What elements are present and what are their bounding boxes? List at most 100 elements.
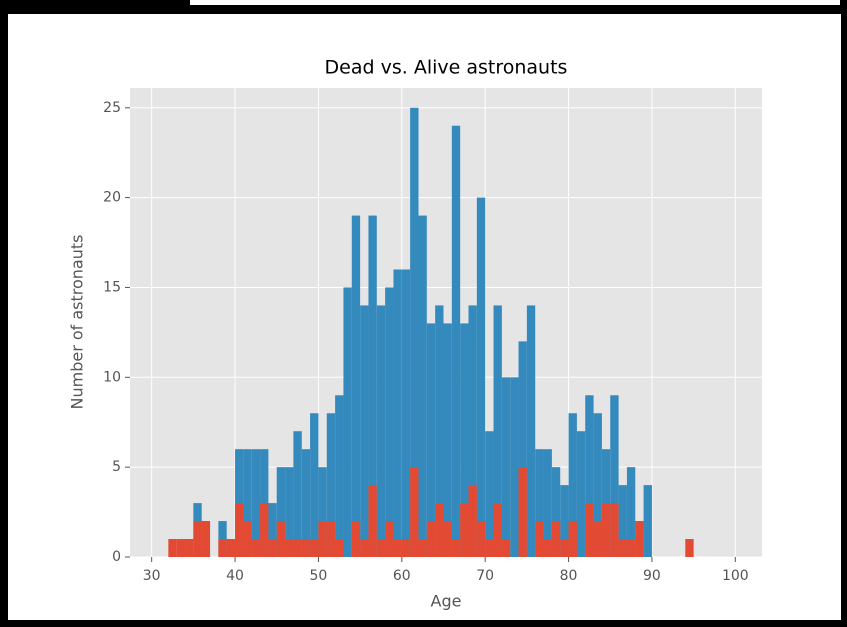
bar — [326, 413, 336, 557]
bar — [310, 413, 319, 557]
bar — [635, 521, 644, 557]
bar — [443, 521, 452, 557]
bar — [493, 305, 502, 557]
bar — [410, 467, 419, 557]
bar — [560, 485, 569, 557]
bar — [501, 377, 511, 557]
bar — [343, 287, 352, 557]
bar — [418, 215, 427, 557]
bar — [318, 521, 327, 557]
bar — [518, 467, 527, 557]
bar — [568, 413, 577, 557]
bar — [585, 503, 594, 557]
bar — [610, 503, 619, 557]
bar — [451, 539, 461, 557]
bar — [426, 323, 436, 557]
bar — [476, 197, 486, 557]
top-strip — [190, 0, 840, 5]
x-tick-label: 30 — [143, 568, 161, 584]
bar — [326, 521, 336, 557]
bar — [610, 395, 619, 557]
bar — [385, 521, 394, 557]
bar — [593, 521, 602, 557]
bar — [518, 341, 527, 557]
bar — [226, 539, 236, 557]
bar — [560, 539, 569, 557]
x-tick-label: 80 — [560, 568, 578, 584]
bar — [643, 485, 652, 557]
bar — [485, 539, 494, 557]
bar — [435, 503, 444, 557]
x-tick-label: 100 — [722, 568, 749, 584]
bar — [468, 485, 477, 557]
bar — [543, 539, 552, 557]
bar — [685, 539, 694, 557]
bar — [185, 539, 194, 557]
bar — [268, 503, 277, 557]
bar — [468, 305, 477, 557]
bar — [243, 521, 252, 557]
bar — [426, 521, 436, 557]
bar — [476, 521, 486, 557]
bar — [310, 539, 319, 557]
bar — [593, 413, 602, 557]
bar — [418, 539, 427, 557]
y-tick-label: 25 — [103, 100, 121, 116]
bar — [485, 431, 494, 557]
bar — [501, 539, 511, 557]
bar — [551, 521, 561, 557]
bar — [276, 467, 286, 557]
bar — [351, 521, 361, 557]
bar — [293, 539, 302, 557]
bar — [301, 449, 311, 557]
bar — [201, 521, 211, 557]
bar — [335, 395, 344, 557]
bar — [526, 305, 536, 557]
bar — [393, 539, 402, 557]
x-tick-label: 60 — [393, 568, 411, 584]
bar — [401, 269, 411, 557]
x-tick-label: 90 — [643, 568, 661, 584]
bar — [626, 467, 636, 557]
bar — [585, 395, 594, 557]
bar — [376, 539, 386, 557]
bar — [268, 539, 277, 557]
bar — [251, 539, 261, 557]
bar — [335, 539, 344, 557]
bar — [193, 521, 202, 557]
bar — [510, 377, 519, 557]
bar — [535, 521, 544, 557]
bar — [360, 305, 369, 557]
bar — [493, 503, 502, 557]
bar — [401, 539, 411, 557]
bar — [301, 539, 311, 557]
chart-title: Dead vs. Alive astronauts — [325, 57, 568, 79]
x-tick-label: 70 — [476, 568, 494, 584]
bar — [393, 269, 402, 557]
bar — [243, 449, 252, 557]
y-tick-label: 15 — [103, 279, 121, 295]
bar — [385, 287, 394, 557]
bar — [293, 431, 302, 557]
x-tick-label: 40 — [226, 568, 244, 584]
x-tick-label: 50 — [310, 568, 328, 584]
bar — [376, 305, 386, 557]
bar — [260, 503, 269, 557]
bar — [576, 431, 586, 557]
bar — [368, 485, 377, 557]
bar — [235, 503, 244, 557]
bar — [168, 539, 177, 557]
bar — [351, 215, 361, 557]
bar — [443, 323, 452, 557]
bar — [285, 539, 294, 557]
bar — [451, 125, 461, 558]
bar — [410, 107, 419, 557]
bar — [435, 305, 444, 557]
bar — [535, 449, 544, 557]
y-axis-label: Number of astronauts — [68, 235, 87, 410]
y-tick-label: 20 — [103, 190, 121, 206]
bar — [543, 449, 552, 557]
bar — [568, 521, 577, 557]
bar — [251, 449, 261, 557]
